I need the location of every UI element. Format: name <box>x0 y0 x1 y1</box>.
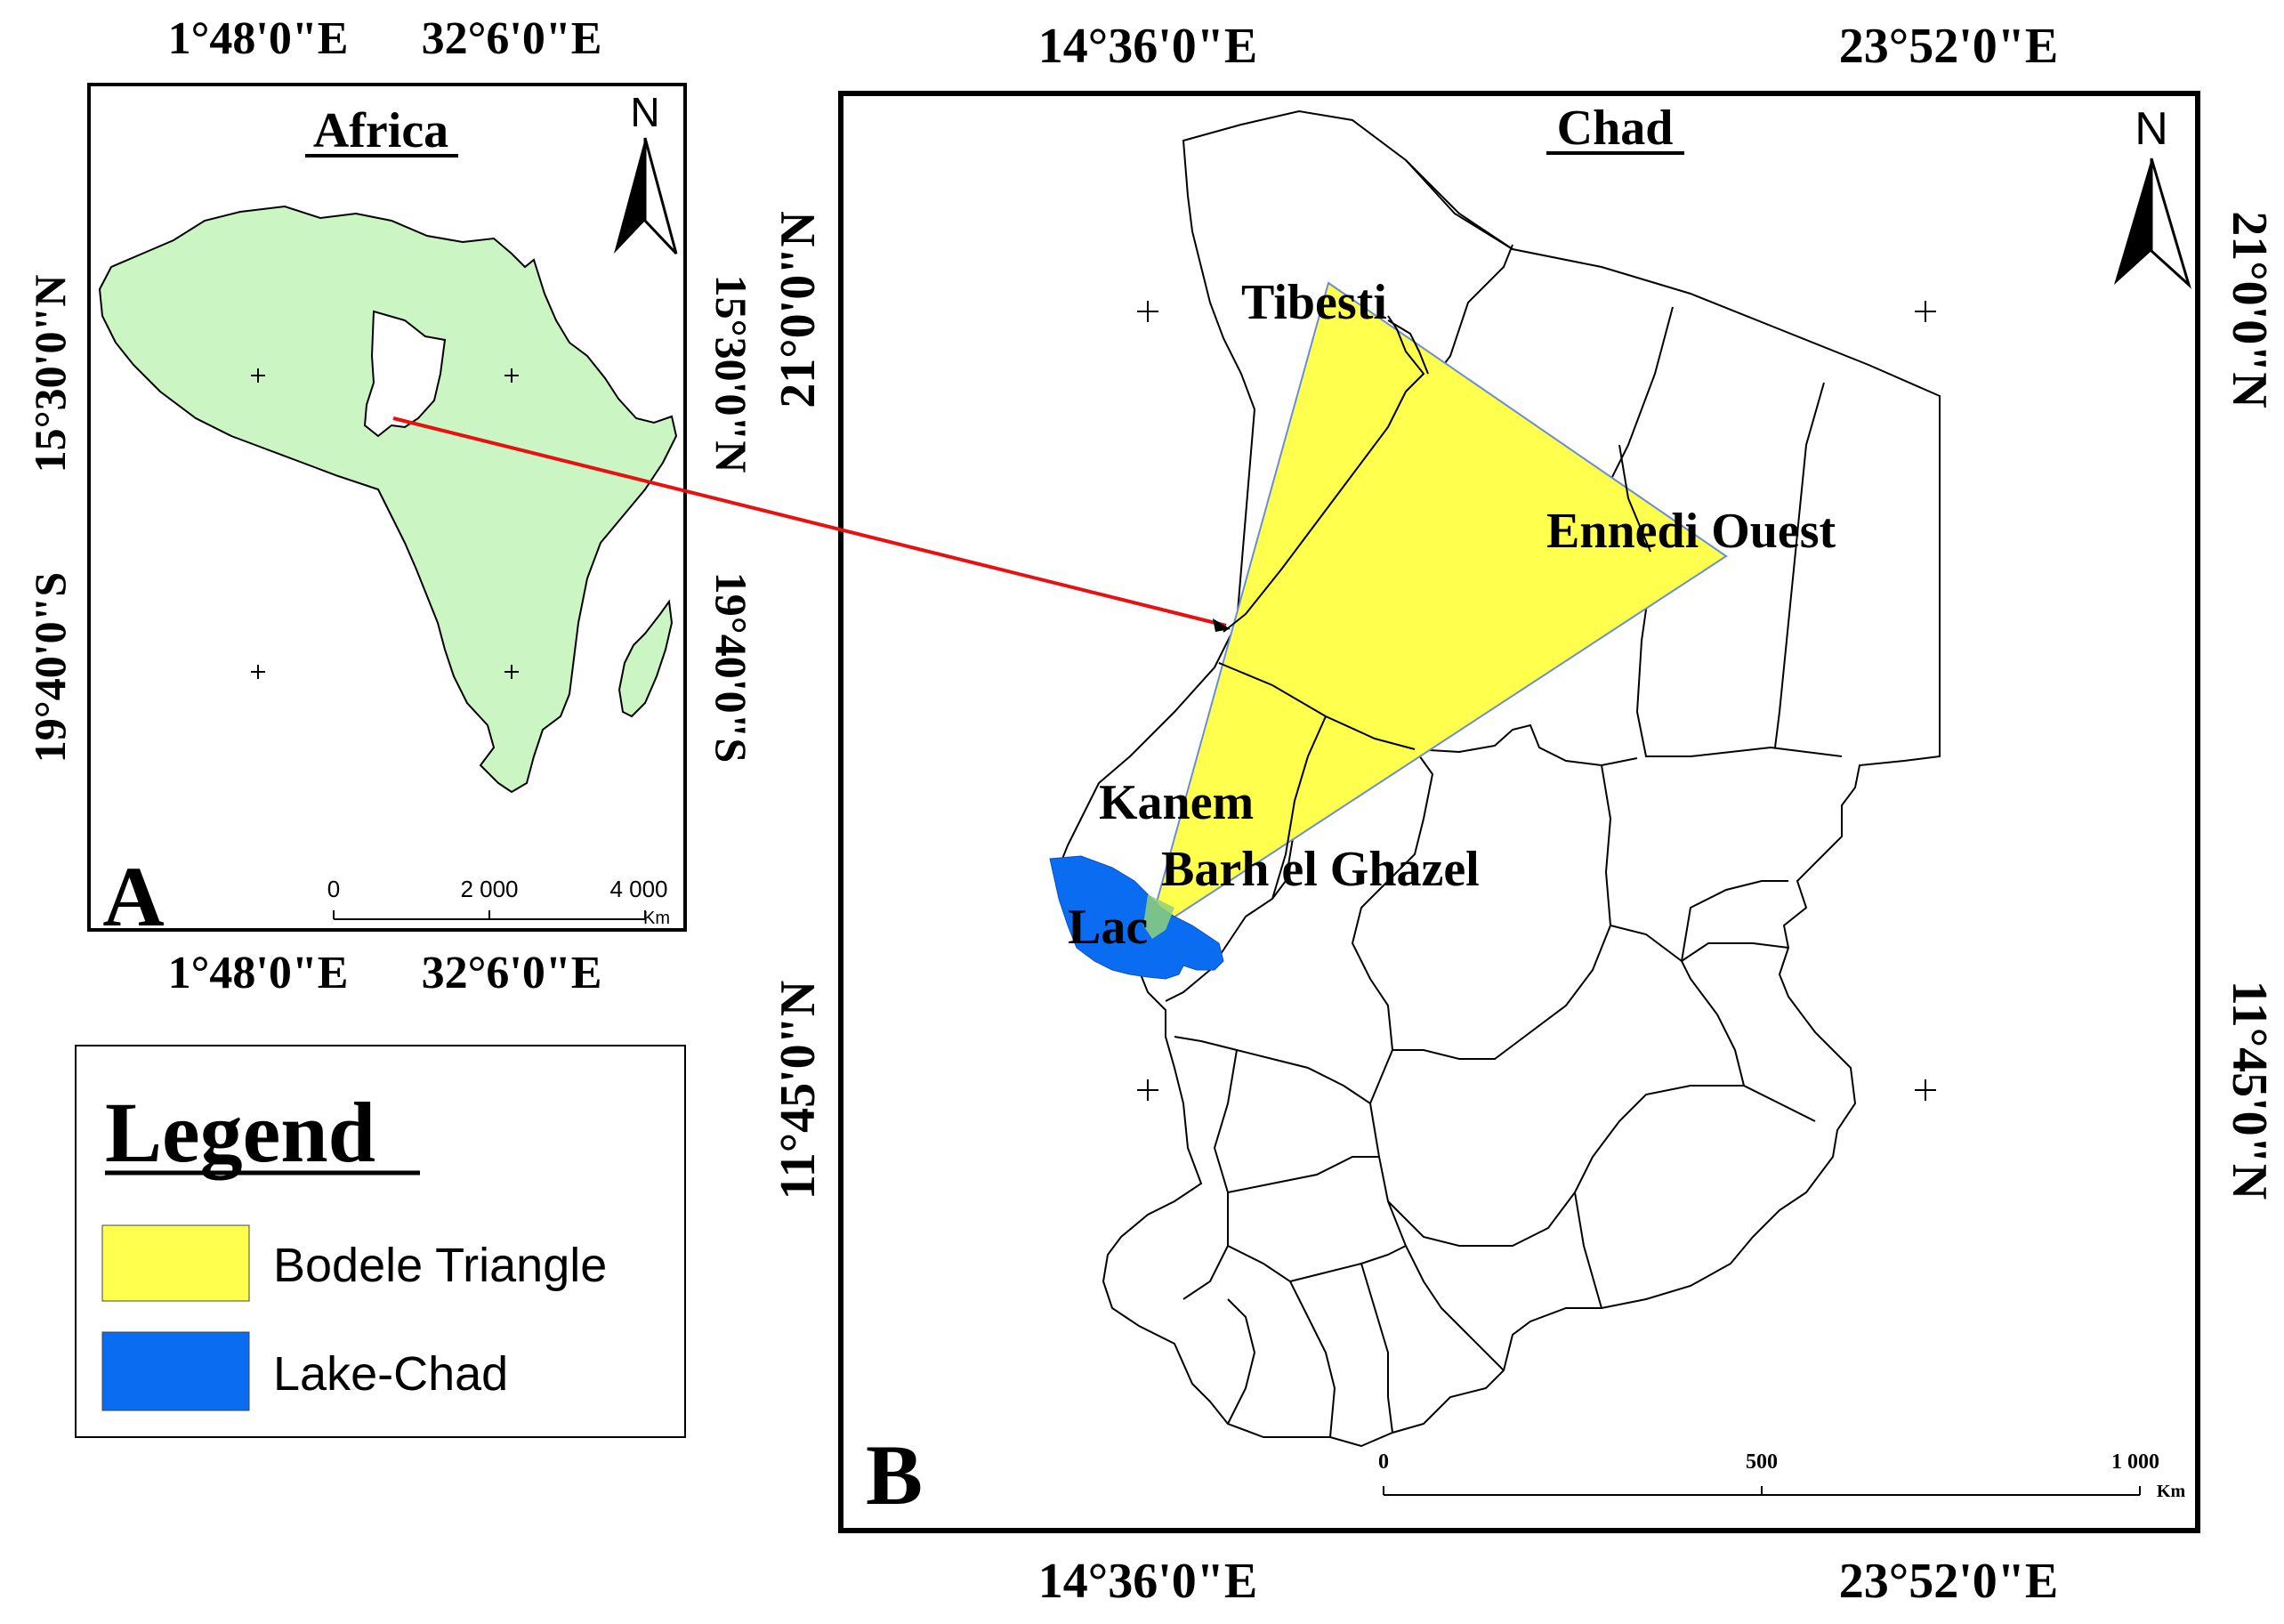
africa-title: Africa <box>313 103 448 158</box>
africa-right-lat-1: 15°30'0"N <box>706 275 756 473</box>
africa-graticule <box>251 368 519 679</box>
lake-chad <box>1049 855 1224 980</box>
africa-scale-0: 0 <box>327 876 340 902</box>
chad-in-africa <box>363 310 447 438</box>
africa-north-label: N <box>630 89 659 135</box>
chad-right-lat-2: 11°45'0"N <box>2222 981 2277 1200</box>
chad-scale-1: 500 <box>1746 1450 1778 1474</box>
chad-top-lon-1: 14°36'0"E <box>1038 19 1257 74</box>
triangle-region-lines <box>1218 315 1651 900</box>
chad-left-lat-2: 11°45'0"N <box>771 981 826 1200</box>
chad-scale-bar: 0 500 1 000 Km <box>1378 1450 2185 1501</box>
africa-scale-bar: 0 2 000 4 000 Km <box>327 876 670 928</box>
label-ennedi-ouest: Ennedi Ouest <box>1546 504 1836 559</box>
africa-left-lat-1: 15°30'0"N <box>25 275 75 473</box>
legend: Legend Bodele Triangle Lake-Chad <box>75 1045 686 1438</box>
arrow-head-icon <box>1213 618 1231 632</box>
chad-title: Chad <box>1557 101 1674 156</box>
africa-top-lon-1: 1°48'0"E <box>168 13 349 64</box>
legend-label-lake-chad: Lake-Chad <box>273 1347 508 1401</box>
panel-africa: 1°48'0"E 32°6'0"E 1°48'0"E 32°6'0"E 15°3… <box>25 13 756 998</box>
legend-label-bodele: Bodele Triangle <box>273 1239 607 1292</box>
africa-bottom-lon-1: 1°48'0"E <box>168 948 349 998</box>
chad-scale-unit: Km <box>2157 1482 2186 1501</box>
africa-bottom-lon-2: 32°6'0"E <box>422 948 602 998</box>
chad-left-lat-1: 21°0'0"N <box>771 211 826 408</box>
chad-scale-2: 1 000 <box>2111 1450 2159 1474</box>
chad-north-arrow-icon: N <box>2114 103 2191 289</box>
legend-swatch-bodele <box>101 1224 250 1302</box>
africa-continent <box>98 205 678 794</box>
connector-line <box>392 416 1227 627</box>
madagascar <box>617 599 674 718</box>
africa-scale-unit: Km <box>643 909 670 928</box>
chad-scale-0: 0 <box>1378 1450 1389 1474</box>
lake-overlap <box>1143 894 1174 939</box>
legend-title: Legend <box>105 1085 375 1180</box>
africa-scale-2: 4 000 <box>609 876 667 902</box>
chad-top-lon-2: 23°52'0"E <box>1839 19 2058 74</box>
chad-right-lat-1: 21°0'0"N <box>2222 211 2277 408</box>
label-kanem: Kanem <box>1099 775 1254 830</box>
legend-swatch-lake-chad <box>101 1331 250 1411</box>
africa-top-lon-2: 32°6'0"E <box>422 13 602 64</box>
label-lac: Lac <box>1068 900 1148 955</box>
chad-region-boundaries <box>1165 159 1843 1438</box>
chad-outline <box>1057 109 1941 1448</box>
panel-letter-b: B <box>866 1427 923 1523</box>
africa-left-lat-2: 19°40'0"S <box>25 572 75 763</box>
panel-letter-a: A <box>102 849 164 944</box>
bodele-triangle <box>1146 281 1728 937</box>
chad-bottom-lon-2: 23°52'0"E <box>1839 1554 2058 1609</box>
africa-scale-1: 2 000 <box>460 876 518 902</box>
label-barh-el-ghazel: Barh el Ghazel <box>1161 842 1480 897</box>
label-tibesti: Tibesti <box>1241 275 1387 330</box>
chad-bottom-lon-1: 14°36'0"E <box>1038 1554 1257 1609</box>
chad-north-label: N <box>2135 103 2168 155</box>
chad-graticule <box>1137 301 1936 1101</box>
panel-chad: 14°36'0"E 23°52'0"E 14°36'0"E 23°52'0"E … <box>771 19 2277 1609</box>
connector-arrow <box>392 416 1231 632</box>
north-arrow-icon: N <box>614 89 678 255</box>
africa-right-lat-2: 19°40'0"S <box>706 572 756 763</box>
